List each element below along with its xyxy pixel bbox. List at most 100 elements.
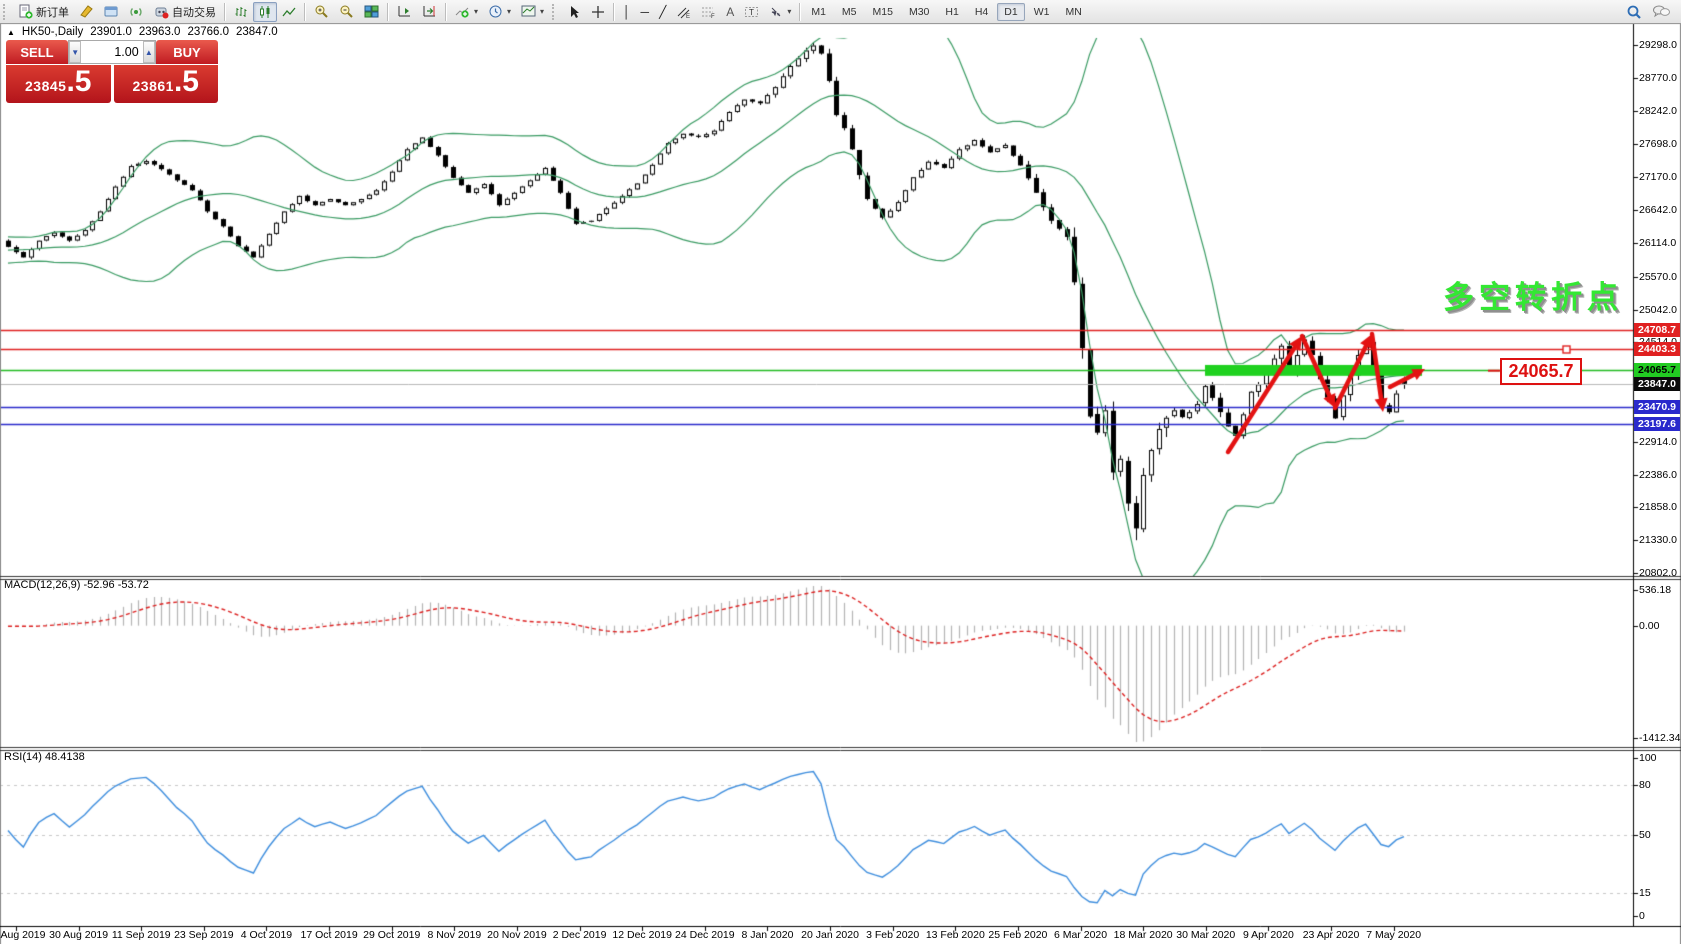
candlestick-chart-button[interactable] <box>253 1 277 22</box>
metaeditor-button[interactable] <box>74 1 99 22</box>
new-order-button[interactable]: 新订单 <box>13 1 74 23</box>
price-badge-red: 24403.3 <box>1634 342 1680 357</box>
arrow-tools-caret-icon[interactable]: ▾ <box>787 7 792 16</box>
buy-price-panel[interactable]: 23861 .5 <box>113 65 218 103</box>
volume-decrease-button[interactable]: ▼ <box>69 41 82 63</box>
price-tick-label: 28242.0 <box>1639 104 1677 117</box>
toolbar-separator <box>387 2 389 21</box>
timeframe-button-m30[interactable]: M30 <box>908 5 930 18</box>
timeframe-button-h4[interactable]: H4 <box>974 5 989 18</box>
date-tick-label: 8 Jan 2020 <box>741 929 794 941</box>
trendline-button[interactable]: ╱ <box>654 3 671 21</box>
date-tick-label: 23 Apr 2020 <box>1302 929 1360 941</box>
zoom-in-button[interactable] <box>309 1 334 22</box>
equidistant-channel-icon: E <box>676 5 691 19</box>
terminal-button[interactable] <box>99 1 124 22</box>
timeframe-button-mn[interactable]: MN <box>1065 5 1082 18</box>
search-button[interactable] <box>1621 1 1647 23</box>
autotrading-icon <box>154 4 169 19</box>
cursor-button[interactable] <box>562 2 586 22</box>
timeframe-button-m15[interactable]: M15 <box>872 5 893 18</box>
date-tick-label: 25 Feb 2020 <box>988 929 1048 941</box>
horizontal-line-button[interactable]: ─ <box>636 3 655 21</box>
price-tick-label: 27698.0 <box>1639 138 1677 151</box>
text-label-button[interactable]: T <box>739 2 764 22</box>
price-tick-label: 20802.0 <box>1639 567 1677 580</box>
timeframe-button-h1[interactable]: H1 <box>945 5 959 18</box>
sell-price-panel[interactable]: 23845 .5 <box>6 65 111 103</box>
indicators-caret-icon[interactable]: ▾ <box>474 7 479 16</box>
signals-button[interactable] <box>124 1 149 22</box>
periods-clock-icon <box>488 4 503 19</box>
tile-windows-button[interactable] <box>359 1 384 22</box>
timeframe-button-m1[interactable]: M1 <box>811 5 826 18</box>
chart-shift-button[interactable] <box>417 1 442 22</box>
price-tick-label: 25570.0 <box>1639 270 1677 283</box>
trendline-icon: ╱ <box>659 4 667 19</box>
timeframe-button-w1[interactable]: W1 <box>1033 5 1050 18</box>
search-icon <box>1626 4 1642 20</box>
bar-high-value: 23963.0 <box>138 26 181 38</box>
templates-button[interactable]: ▾ <box>516 1 549 22</box>
arrow-tools-button[interactable]: ▾ <box>764 2 796 22</box>
rsi-scale-label: 15 <box>1639 887 1651 899</box>
timeframe-button-m5[interactable]: M5 <box>841 5 857 18</box>
date-tick-label: 20 Jan 2020 <box>801 929 859 941</box>
auto-scroll-icon <box>397 4 412 19</box>
sell-button[interactable]: SELL <box>6 40 68 64</box>
volume-input[interactable] <box>81 41 143 63</box>
svg-text:E: E <box>686 14 690 19</box>
indicators-icon <box>455 4 470 19</box>
price-tick-label: 21858.0 <box>1639 501 1677 514</box>
timeframe-group: M1 M5 M15 M30 H1 H4 D1 W1 MN <box>804 2 1088 21</box>
buy-price-int: 23861 <box>132 78 174 94</box>
chat-button[interactable] <box>1647 1 1675 22</box>
templates-icon <box>521 4 536 19</box>
crosshair-button[interactable] <box>586 2 610 22</box>
rsi-scale-label: 100 <box>1639 752 1657 764</box>
chat-icon <box>1652 4 1670 19</box>
line-chart-button[interactable] <box>277 2 301 22</box>
date-tick-label: 6 Mar 2020 <box>1053 929 1108 941</box>
zoom-out-button[interactable] <box>334 1 359 22</box>
toolbar-grip <box>552 3 559 20</box>
date-tick-label: 17 Oct 2019 <box>300 929 358 941</box>
buy-button[interactable]: BUY <box>156 40 218 64</box>
periods-button[interactable]: ▾ <box>483 1 516 22</box>
svg-text:F: F <box>711 14 715 19</box>
price-badge-red: 24708.7 <box>1634 323 1680 338</box>
equidistant-channel-button[interactable]: E <box>671 2 696 22</box>
bar-open-value: 23901.0 <box>90 26 132 38</box>
templates-caret-icon[interactable]: ▾ <box>540 7 545 16</box>
rsi-scale-label: 50 <box>1639 829 1651 841</box>
fibonacci-button[interactable]: F <box>696 2 721 22</box>
date-tick-label: 8 Nov 2019 <box>427 929 482 941</box>
zoom-out-icon <box>339 4 354 19</box>
date-tick-label: 9 Apr 2020 <box>1242 929 1294 941</box>
vertical-line-button[interactable]: │ <box>618 3 636 21</box>
new-order-label: 新订单 <box>36 6 69 19</box>
toolbar-grip <box>3 3 10 20</box>
date-tick-label: 13 Feb 2020 <box>925 929 985 941</box>
text-button[interactable]: A <box>721 3 739 21</box>
date-tick-label: 2 Dec 2019 <box>552 929 607 941</box>
price-tick-label: 21330.0 <box>1639 534 1677 547</box>
rsi-scale-label: 80 <box>1639 779 1651 791</box>
periods-caret-icon[interactable]: ▾ <box>507 7 512 16</box>
auto-scroll-button[interactable] <box>392 1 417 22</box>
collapse-icon[interactable]: ▲ <box>7 27 15 37</box>
timeframe-button-d1[interactable]: D1 <box>997 2 1025 21</box>
date-tick-label: 30 Mar 2020 <box>1176 929 1236 941</box>
date-tick-label: 20 Aug 2019 <box>0 929 46 941</box>
arrow-tools-icon <box>769 5 783 19</box>
bar-chart-button[interactable] <box>229 2 253 22</box>
volume-increase-button[interactable]: ▲ <box>142 41 156 63</box>
indicators-button[interactable]: ▾ <box>450 1 483 22</box>
date-tick-label: 24 Dec 2019 <box>675 929 735 941</box>
chart-shift-icon <box>422 4 437 19</box>
sell-price-frac: .5 <box>66 65 92 98</box>
toolbar: 新订单 自动交易 <box>0 0 1681 24</box>
autotrading-button[interactable]: 自动交易 <box>149 1 221 23</box>
